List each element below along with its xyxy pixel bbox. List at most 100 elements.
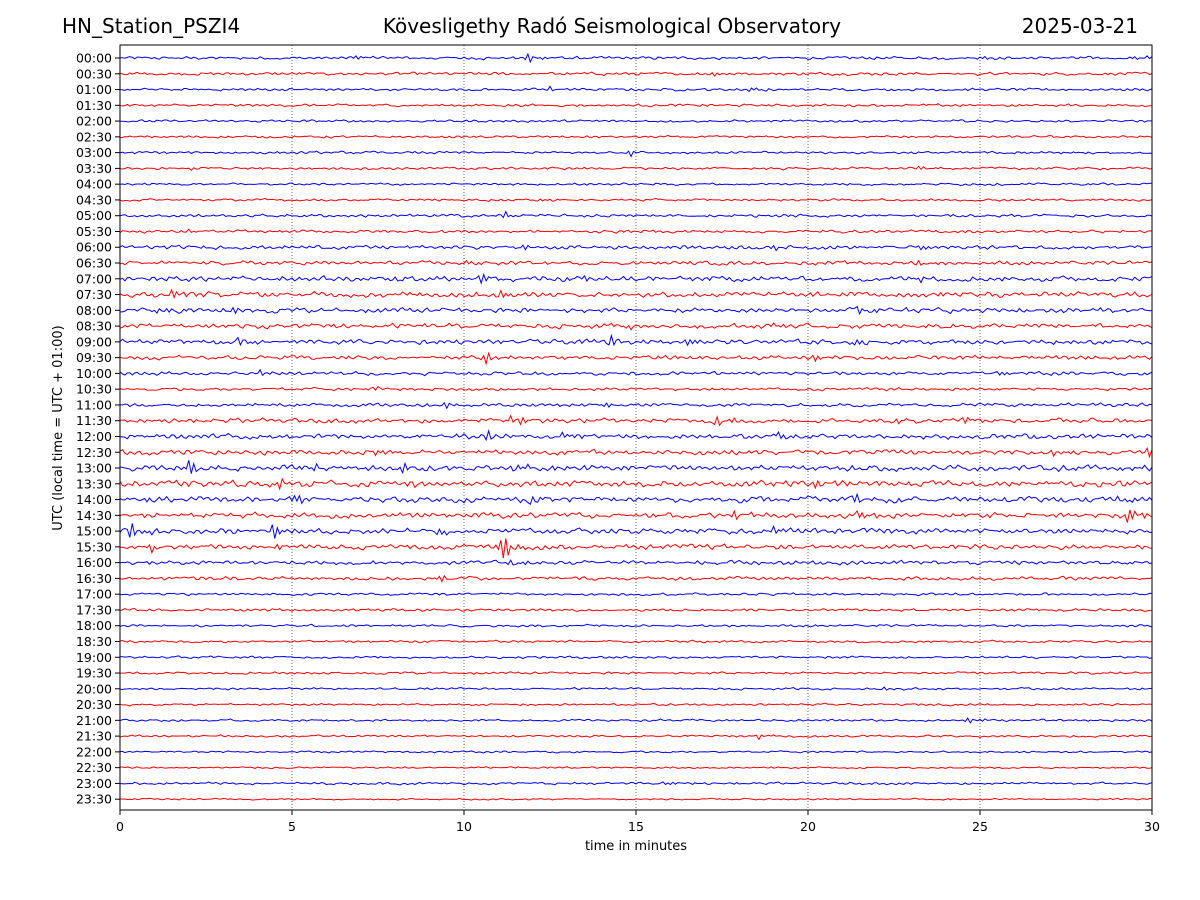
y-tick-label: 00:30	[76, 66, 112, 81]
trace-1100	[119, 401, 1153, 410]
y-tick-label: 21:30	[76, 729, 112, 744]
x-tick-label: 10	[456, 819, 472, 834]
x-tick-label: 20	[800, 819, 816, 834]
trace-1130	[119, 414, 1153, 427]
trace-1500	[119, 523, 1153, 539]
y-tick-label: 07:30	[76, 287, 112, 302]
y-tick-label: 16:30	[76, 571, 112, 586]
y-tick-label: 09:00	[76, 334, 112, 349]
trace-0000	[119, 52, 1153, 64]
y-tick-label: 23:00	[76, 776, 112, 791]
y-tick-label: 16:00	[76, 555, 112, 570]
y-tick-label: 10:30	[76, 382, 112, 397]
trace-1930	[119, 671, 1153, 675]
y-tick-label: 03:00	[76, 145, 112, 160]
y-tick-label: 20:00	[76, 681, 112, 696]
station-title: HN_Station_PSZI4	[62, 14, 241, 38]
y-tick-label: 01:30	[76, 98, 112, 113]
y-tick-label: 08:30	[76, 319, 112, 334]
y-tick-label: 19:00	[76, 650, 112, 665]
trace-0030	[119, 71, 1153, 77]
y-tick-label: 06:30	[76, 256, 112, 271]
y-axis: 00:0000:3001:0001:3002:0002:3003:0003:30…	[76, 51, 120, 807]
y-tick-label: 09:30	[76, 350, 112, 365]
trace-group	[119, 52, 1153, 801]
trace-0300	[119, 150, 1153, 158]
y-tick-label: 00:00	[76, 51, 112, 66]
y-tick-label: 22:00	[76, 744, 112, 759]
trace-0330	[119, 165, 1153, 171]
trace-1800	[119, 623, 1153, 628]
x-tick-label: 5	[288, 819, 296, 834]
y-tick-label: 20:30	[76, 697, 112, 712]
y-tick-label: 11:00	[76, 397, 112, 412]
y-tick-label: 14:00	[76, 492, 112, 507]
y-tick-label: 08:00	[76, 303, 112, 318]
trace-1400	[119, 492, 1153, 506]
trace-1200	[119, 429, 1153, 442]
trace-0200	[119, 119, 1153, 123]
trace-0600	[119, 244, 1153, 252]
trace-1330	[119, 477, 1153, 491]
trace-2100	[119, 717, 1153, 724]
y-tick-label: 01:00	[76, 82, 112, 97]
trace-0700	[119, 273, 1153, 285]
trace-1630	[119, 574, 1153, 583]
y-tick-label: 18:00	[76, 618, 112, 633]
y-tick-label: 05:00	[76, 208, 112, 223]
y-tick-label: 18:30	[76, 634, 112, 649]
trace-0830	[119, 322, 1153, 331]
trace-2030	[119, 702, 1153, 707]
y-tick-label: 15:30	[76, 539, 112, 554]
trace-0500	[119, 210, 1153, 219]
trace-2200	[119, 750, 1153, 754]
x-axis: 0 5 10 15 20 25 30	[116, 810, 1160, 834]
trace-2130	[119, 734, 1153, 741]
y-tick-label: 12:30	[76, 445, 112, 460]
y-tick-label: 13:30	[76, 476, 112, 491]
trace-2000	[119, 686, 1153, 691]
y-tick-label: 02:30	[76, 129, 112, 144]
y-tick-label: 11:30	[76, 413, 112, 428]
observatory-title: Kövesligethy Radó Seismological Observat…	[382, 14, 842, 38]
y-tick-label: 06:00	[76, 240, 112, 255]
trace-1430	[119, 509, 1153, 523]
x-axis-label: time in minutes	[585, 839, 687, 854]
y-tick-label: 17:00	[76, 587, 112, 602]
trace-0800	[120, 305, 1153, 316]
trace-0730	[119, 288, 1153, 299]
grid-lines	[291, 45, 981, 810]
trace-0900	[119, 333, 1153, 347]
y-tick-label: 17:30	[76, 602, 112, 617]
trace-1230	[119, 446, 1153, 459]
x-tick-label: 30	[1144, 819, 1160, 834]
trace-2300	[119, 781, 1153, 786]
trace-1600	[119, 559, 1153, 566]
trace-2230	[119, 766, 1153, 770]
y-tick-label: 02:00	[76, 114, 112, 129]
trace-1830	[119, 639, 1153, 644]
y-tick-label: 23:30	[76, 792, 112, 807]
trace-1730	[119, 607, 1153, 613]
trace-1530	[119, 538, 1153, 559]
y-tick-label: 04:30	[76, 192, 112, 207]
trace-1000	[119, 368, 1153, 377]
y-tick-label: 03:30	[76, 161, 112, 176]
trace-0930	[119, 351, 1153, 366]
x-tick-label: 25	[972, 819, 988, 834]
trace-0100	[119, 85, 1153, 93]
y-tick-label: 04:00	[76, 177, 112, 192]
y-tick-label: 22:30	[76, 760, 112, 775]
y-tick-label: 07:00	[76, 271, 112, 286]
y-tick-label: 19:30	[76, 666, 112, 681]
date-title: 2025-03-21	[1021, 14, 1138, 38]
x-tick-label: 0	[116, 819, 124, 834]
trace-1700	[119, 592, 1153, 597]
trace-0130	[119, 103, 1153, 108]
trace-0400	[119, 182, 1153, 186]
y-tick-label: 15:00	[76, 524, 112, 539]
trace-2330	[119, 797, 1153, 801]
trace-0630	[119, 259, 1153, 266]
trace-0530	[119, 228, 1153, 234]
trace-0430	[119, 197, 1153, 202]
